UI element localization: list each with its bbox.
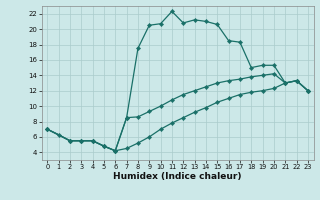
X-axis label: Humidex (Indice chaleur): Humidex (Indice chaleur): [113, 172, 242, 181]
